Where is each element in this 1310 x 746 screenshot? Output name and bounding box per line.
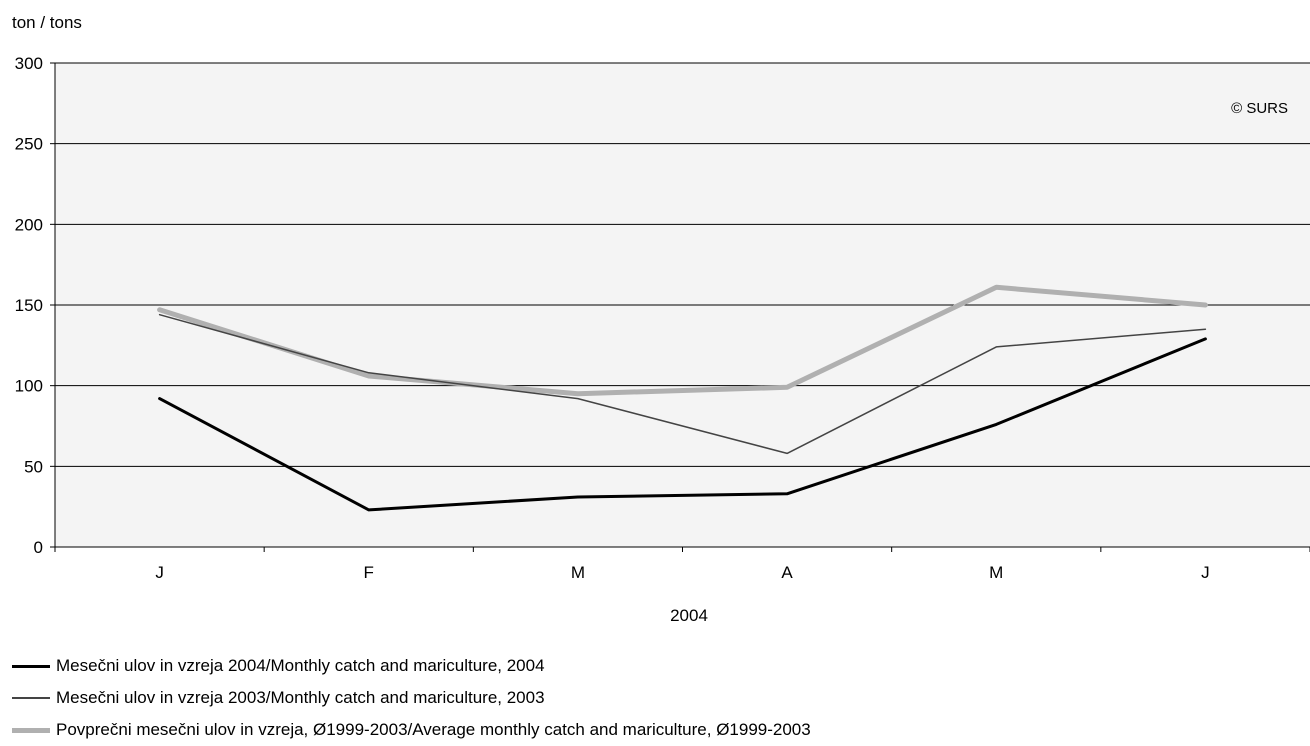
y-axis-label: ton / tons <box>12 13 82 32</box>
x-tick-label: J <box>1201 563 1210 582</box>
legend-swatch-2004 <box>12 664 50 668</box>
y-tick-label: 250 <box>15 135 43 154</box>
series-line-2 <box>157 284 1208 397</box>
x-tick-label: M <box>571 563 585 582</box>
copyright-watermark: © SURS <box>1231 100 1288 117</box>
y-tick-label: 300 <box>15 54 43 73</box>
legend-label-average: Povprečni mesečni ulov in vzreja, Ø1999-… <box>56 720 811 739</box>
axes <box>50 62 1310 552</box>
x-tick-label: F <box>364 563 374 582</box>
x-tick-label: A <box>781 563 793 582</box>
y-axis-tick-labels: 0 50 100 150 200 250 300 <box>15 54 43 557</box>
y-tick-label: 100 <box>15 377 43 396</box>
series-lines <box>157 284 1208 512</box>
legend: Mesečni ulov in vzreja 2004/Monthly catc… <box>12 650 811 746</box>
y-tick-label: 50 <box>24 457 43 476</box>
legend-label-2003: Mesečni ulov in vzreja 2003/Monthly catc… <box>56 688 545 707</box>
y-tick-label: 150 <box>15 296 43 315</box>
legend-item-2003: Mesečni ulov in vzreja 2003/Monthly catc… <box>12 682 811 714</box>
y-tick-label: 0 <box>34 538 43 557</box>
y-tick-label: 200 <box>15 215 43 234</box>
series-line-0 <box>158 337 1207 512</box>
legend-label-2004: Mesečni ulov in vzreja 2004/Monthly catc… <box>56 656 545 675</box>
line-chart: 0 50 100 150 200 250 300 J F M A M J ton / tons 200… <box>12 13 1310 625</box>
legend-swatch-average <box>12 727 50 733</box>
x-tick-label: M <box>989 563 1003 582</box>
series-line-1 <box>158 313 1207 455</box>
legend-item-2004: Mesečni ulov in vzreja 2004/Monthly catc… <box>12 650 811 682</box>
legend-swatch-2003 <box>12 697 50 699</box>
legend-item-average: Povprečni mesečni ulov in vzreja, Ø1999-… <box>12 714 811 746</box>
x-tick-label: J <box>155 563 164 582</box>
x-axis-label: 2004 <box>670 606 708 625</box>
